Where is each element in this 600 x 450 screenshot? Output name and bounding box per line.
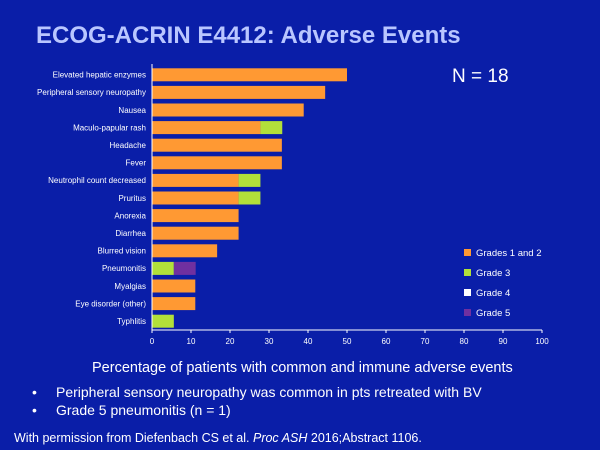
- legend-label: Grade 3: [476, 268, 510, 279]
- category-label: Fever: [126, 159, 147, 168]
- citation-authors: With permission from Diefenbach CS et al…: [14, 431, 253, 445]
- category-label: Pruritus: [118, 194, 146, 203]
- bar-segment: [173, 261, 196, 275]
- x-tick-label: 50: [343, 337, 352, 346]
- slide-title: ECOG-ACRIN E4412: Adverse Events: [36, 22, 461, 49]
- x-tick-label: 100: [535, 337, 549, 346]
- bar-segment: [152, 226, 239, 240]
- bar-segment: [152, 173, 239, 187]
- legend-swatch: [464, 249, 471, 256]
- x-tick-label: 0: [150, 337, 155, 346]
- x-tick-label: 70: [421, 337, 430, 346]
- category-label: Peripheral sensory neuropathy: [37, 88, 146, 97]
- citation: With permission from Diefenbach CS et al…: [14, 431, 422, 445]
- category-label: Anorexia: [114, 211, 146, 220]
- x-tick-label: 10: [187, 337, 196, 346]
- bullet-list: Peripheral sensory neuropathy was common…: [32, 383, 482, 419]
- x-tick-label: 40: [304, 337, 313, 346]
- bar-segment: [152, 314, 174, 328]
- x-tick-label: 90: [499, 337, 508, 346]
- category-label: Maculo-papular rash: [73, 123, 146, 132]
- bullet-item: Peripheral sensory neuropathy was common…: [32, 383, 482, 401]
- x-tick-label: 20: [226, 337, 235, 346]
- legend-label: Grades 1 and 2: [476, 248, 542, 259]
- bar-segment: [152, 244, 218, 258]
- legend-label: Grade 5: [476, 308, 510, 319]
- bar-segment: [152, 138, 282, 152]
- legend-swatch: [464, 309, 471, 316]
- bar-segment: [152, 68, 347, 82]
- bar-segment: [260, 121, 283, 135]
- legend-swatch: [464, 289, 471, 296]
- bullet-item: Grade 5 pneumonitis (n = 1): [32, 401, 482, 419]
- bar-segment: [152, 261, 174, 275]
- category-label: Pneumonitis: [102, 264, 146, 273]
- category-label: Typhlitis: [117, 317, 146, 326]
- citation-details: 2016;Abstract 1106.: [307, 431, 422, 445]
- adverse-events-chart: Elevated hepatic enzymes Peripheral senso…: [37, 64, 549, 346]
- category-label: Elevated hepatic enzymes: [53, 71, 146, 80]
- chart-caption: Percentage of patients with common and i…: [92, 360, 513, 376]
- category-label: Diarrhea: [115, 229, 146, 238]
- bar-segment: [152, 297, 196, 311]
- x-tick-label: 30: [265, 337, 274, 346]
- category-label: Eye disorder (other): [75, 299, 146, 308]
- legend-swatch: [464, 269, 471, 276]
- category-label: Nausea: [118, 106, 146, 115]
- bar-segment: [152, 85, 326, 99]
- citation-journal: Proc ASH: [252, 431, 308, 445]
- legend-label: Grade 4: [476, 288, 510, 299]
- bar-segment: [238, 191, 261, 205]
- category-label: Headache: [110, 141, 147, 150]
- category-label: Myalgias: [114, 282, 146, 291]
- category-label: Neutrophil count decreased: [48, 176, 146, 185]
- bar-segment: [152, 156, 282, 170]
- bar-segment: [152, 191, 239, 205]
- x-tick-label: 80: [460, 337, 469, 346]
- bar-segment: [152, 209, 239, 223]
- sample-size-label: N = 18: [452, 66, 509, 87]
- bar-segment: [152, 121, 261, 135]
- bar-segment: [152, 103, 304, 117]
- x-tick-label: 60: [382, 337, 391, 346]
- bar-segment: [238, 173, 261, 187]
- category-label: Blurred vision: [98, 247, 146, 256]
- bar-segment: [152, 279, 196, 293]
